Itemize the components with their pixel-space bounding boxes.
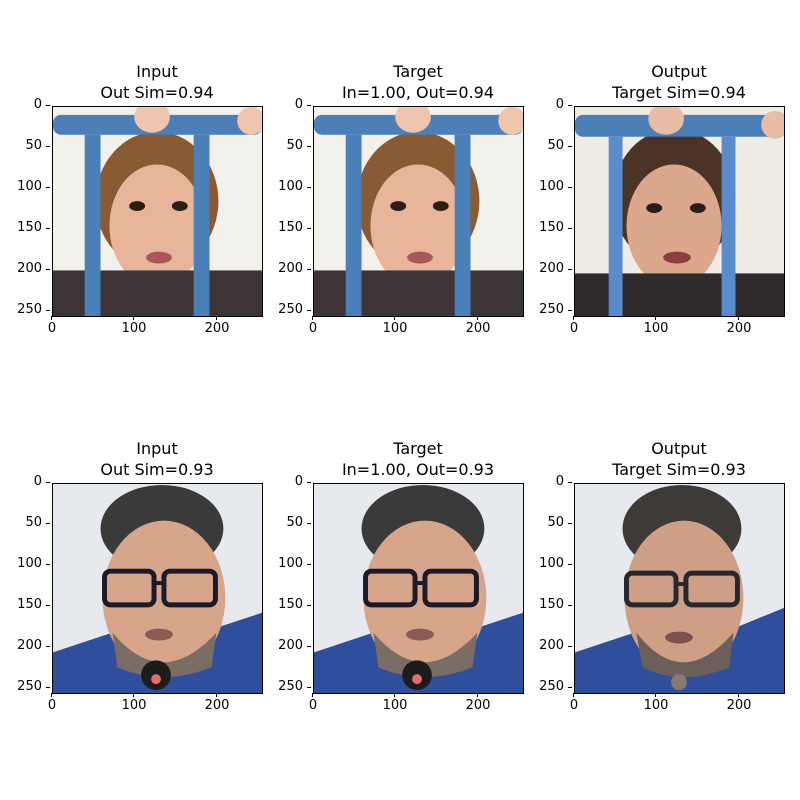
y-tick: 0 [534,474,572,489]
y-tick: 200 [12,261,50,276]
y-tick: 150 [534,597,572,612]
x-tick: 100 [114,693,154,713]
y-tick: 0 [534,97,572,112]
child-picture [314,107,523,316]
y-tick: 50 [534,515,572,530]
title-line-2: Target Sim=0.94 [612,83,746,102]
x-tick: 200 [458,693,498,713]
x-tick: 0 [32,693,72,713]
x-tick: 200 [458,316,498,336]
child-picture [575,107,784,316]
child-picture [53,107,262,316]
x-tick: 100 [375,693,415,713]
man-picture [53,484,262,693]
y-tick: 0 [12,474,50,489]
x-tick: 200 [197,693,237,713]
panel-title: Target In=1.00, Out=0.93 [288,438,548,480]
y-tick: 100 [12,179,50,194]
x-tick: 100 [636,316,676,336]
x-tick: 100 [375,316,415,336]
title-line-1: Output [651,62,707,81]
y-tick: 50 [12,138,50,153]
man-picture [575,484,784,693]
x-tick: 100 [114,316,154,336]
y-tick: 250 [534,679,572,694]
man-picture [314,484,523,693]
y-tick: 150 [273,220,311,235]
y-tick: 250 [273,302,311,317]
y-tick: 250 [534,302,572,317]
y-tick: 200 [534,638,572,653]
y-tick: 200 [273,261,311,276]
y-tick: 200 [534,261,572,276]
panel-title: Output Target Sim=0.93 [549,438,800,480]
y-tick: 100 [534,556,572,571]
y-tick: 100 [273,556,311,571]
x-tick: 100 [636,693,676,713]
y-tick: 0 [12,97,50,112]
y-tick: 50 [273,138,311,153]
x-tick: 0 [293,316,333,336]
man-image [52,483,263,694]
y-tick: 250 [12,302,50,317]
y-tick: 50 [273,515,311,530]
child-image [52,106,263,317]
x-tick: 0 [293,693,333,713]
y-tick: 150 [534,220,572,235]
y-tick: 200 [12,638,50,653]
y-tick: 100 [534,179,572,194]
man-image [313,483,524,694]
panel-title: Target In=1.00, Out=0.94 [288,61,548,103]
y-tick: 150 [12,597,50,612]
panel-title: Output Target Sim=0.94 [549,61,800,103]
man-image [574,483,785,694]
y-tick: 50 [12,515,50,530]
title-line-2: In=1.00, Out=0.93 [341,460,495,479]
title-line-1: Target [393,439,443,458]
x-tick: 200 [197,316,237,336]
y-tick: 0 [273,474,311,489]
title-line-2: In=1.00, Out=0.94 [341,83,495,102]
y-tick: 50 [534,138,572,153]
child-image [574,106,785,317]
y-tick: 250 [12,679,50,694]
y-tick: 200 [273,638,311,653]
title-line-1: Input [136,439,178,458]
y-tick: 100 [273,179,311,194]
y-tick: 0 [273,97,311,112]
title-line-2: Out Sim=0.93 [100,460,214,479]
title-line-1: Output [651,439,707,458]
x-tick: 0 [32,316,72,336]
title-line-2: Target Sim=0.93 [612,460,746,479]
title-line-1: Input [136,62,178,81]
y-tick: 100 [12,556,50,571]
title-line-1: Target [393,62,443,81]
x-tick: 200 [719,693,759,713]
x-tick: 200 [719,316,759,336]
child-image [313,106,524,317]
title-line-2: Out Sim=0.94 [100,83,214,102]
panel-title: Input Out Sim=0.94 [27,61,287,103]
y-tick: 150 [12,220,50,235]
x-tick: 0 [554,693,594,713]
x-tick: 0 [554,316,594,336]
y-tick: 250 [273,679,311,694]
y-tick: 150 [273,597,311,612]
panel-title: Input Out Sim=0.93 [27,438,287,480]
